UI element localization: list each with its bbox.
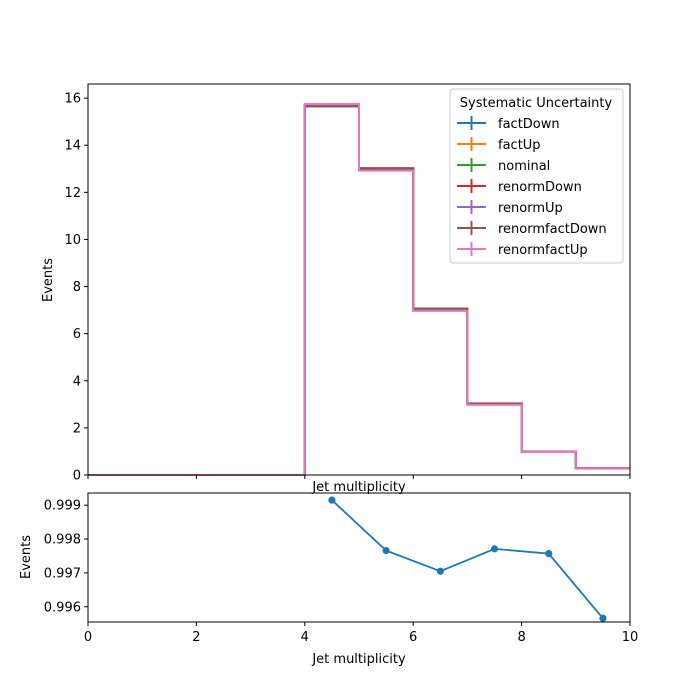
- legend-entry-factDown: factDown: [457, 116, 560, 132]
- y-tick-label: 0: [73, 469, 81, 484]
- ratio-panel: 0.996 0.997 0.998 0.999 0 2 4 6 8 10 Jet multipl…: [19, 492, 638, 667]
- y-tick-label: 16: [64, 92, 81, 107]
- y-tick-label: 6: [73, 327, 81, 342]
- legend-label-renormfactDown: renormfactDown: [498, 222, 607, 237]
- ratio-plot-area: [328, 496, 607, 622]
- y-tick-label: 2: [73, 421, 81, 436]
- ratio-point: [490, 545, 499, 553]
- legend-entries: factDown factUp nominal renormDown renormUp r…: [457, 116, 607, 258]
- ratio-point: [382, 546, 390, 555]
- legend-label-factUp: factUp: [498, 138, 541, 153]
- ratio-axes-frame: [87, 492, 631, 623]
- y-tick-label: 8: [73, 280, 81, 295]
- legend-title: Systematic Uncertainty: [460, 96, 613, 111]
- ratio-y-ticks: 0.996 0.997 0.998 0.999: [44, 499, 88, 615]
- legend-entry-renormfactDown: renormfactDown: [457, 221, 607, 237]
- ratio-x-tick-label: 2: [192, 630, 200, 645]
- ratio-x-tick-label: 10: [622, 630, 639, 645]
- legend-label-nominal: nominal: [498, 159, 550, 174]
- ratio-y-tick-label: 0.998: [44, 533, 81, 548]
- ratio-point: [599, 614, 607, 622]
- legend-label-renormDown: renormDown: [498, 180, 582, 195]
- ratio-x-tick-label: 4: [301, 630, 309, 645]
- histogram-x-axis-label: Jet multiplicity: [311, 480, 406, 495]
- y-tick-label: 10: [64, 233, 81, 248]
- legend-label-renormUp: renormUp: [498, 201, 563, 216]
- histogram-y-ticks: 0 2 4 6 8 10 12 14 16: [64, 92, 88, 484]
- legend-entry-renormDown: renormDown: [457, 179, 582, 195]
- legend-entry-renormfactUp: renormfactUp: [457, 242, 588, 258]
- ratio-y-tick-label: 0.999: [44, 499, 81, 514]
- histogram-y-axis-label: Events: [41, 258, 56, 302]
- ratio-x-tick-label: 6: [409, 630, 417, 645]
- ratio-point: [545, 550, 553, 558]
- y-tick-label: 4: [73, 374, 81, 389]
- ratio-point: [328, 496, 336, 504]
- ratio-y-tick-label: 0.997: [44, 566, 81, 581]
- legend-label-renormfactUp: renormfactUp: [498, 243, 588, 258]
- histogram-axes-frame: [87, 83, 631, 476]
- legend-box: [449, 88, 624, 264]
- legend-entry-renormUp: renormUp: [457, 200, 563, 216]
- ratio-point: [436, 567, 444, 575]
- ratio-y-axis-label: Events: [19, 535, 34, 579]
- ratio-x-tick-label: 0: [84, 630, 92, 645]
- y-tick-label: 12: [64, 186, 81, 201]
- legend-entry-factUp: factUp: [457, 137, 541, 153]
- ratio-y-tick-label: 0.996: [44, 600, 81, 615]
- legend: Systematic Uncertainty factDown factUp nom…: [449, 88, 624, 264]
- ratio-x-tick-label: 8: [517, 630, 525, 645]
- legend-label-factDown: factDown: [498, 117, 560, 132]
- ratio-x-ticks: 0 2 4 6 8 10: [84, 622, 638, 645]
- y-tick-label: 14: [64, 139, 81, 154]
- ratio-x-axis-label: Jet multiplicity: [311, 652, 406, 667]
- histogram-panel: 0 2 4 6 8 10 12 14 16 Jet multiplicity Events Sy…: [41, 83, 631, 495]
- legend-entry-nominal: nominal: [457, 158, 550, 174]
- ratio-line: [331, 499, 604, 619]
- histogram-x-ticks: [87, 475, 631, 479]
